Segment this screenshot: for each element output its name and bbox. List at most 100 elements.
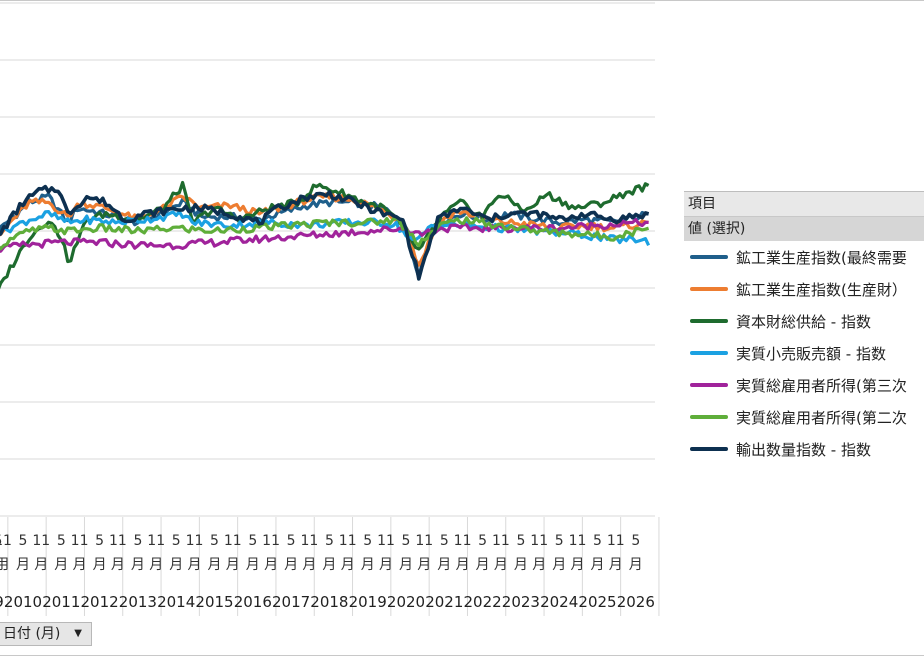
month-tick-label: 11	[607, 533, 625, 549]
month-tick-label: 5	[210, 533, 219, 549]
month-tick-label: 月	[609, 557, 623, 573]
month-tick-label: 5	[248, 533, 257, 549]
month-tick-label: 月	[284, 557, 298, 573]
date-field-button[interactable]: 日付 (月) ▼	[0, 622, 92, 646]
month-tick-label: 月	[169, 557, 183, 573]
month-tick-label: 11	[262, 533, 280, 549]
month-tick-label: 月	[591, 557, 605, 573]
month-tick-label: 月	[111, 557, 125, 573]
month-tick-label: 11	[569, 533, 587, 549]
month-tick-label: 5	[555, 533, 564, 549]
month-tick-label: 月	[417, 557, 431, 573]
month-tick-label: 5	[516, 533, 525, 549]
legend-label: 実質総雇用者所得(第二次	[736, 408, 907, 427]
month-tick-label: 月	[208, 557, 222, 573]
frame-top	[0, 0, 924, 1]
legend-item[interactable]: 実質小売販売額 - 指数	[684, 337, 924, 369]
legend-label: 資本財総供給 - 指数	[736, 312, 871, 331]
x-axis: 5月200911月5月201011月5月201111月5月201211月5月20…	[0, 517, 660, 616]
legend-header[interactable]: 項目	[684, 191, 924, 217]
year-tick-label: 2021	[425, 593, 463, 611]
month-tick-label: 11	[109, 533, 127, 549]
legend-item[interactable]: 鉱工業生産指数(生産財）	[684, 273, 924, 305]
month-tick-label: 5	[440, 533, 449, 549]
month-tick-label: 月	[629, 557, 643, 573]
legend-subheader[interactable]: 値 (選択)	[684, 217, 924, 241]
month-tick-label: 月	[379, 557, 393, 573]
month-tick-label: 5	[402, 533, 411, 549]
month-tick-label: 11	[415, 533, 433, 549]
year-tick-label: 2011	[42, 593, 80, 611]
month-tick-label: 5	[57, 533, 66, 549]
month-tick-label: 月	[476, 557, 490, 573]
year-tick-label: 2009	[0, 593, 4, 611]
legend-swatch	[690, 319, 728, 323]
month-tick-label: 月	[93, 557, 107, 573]
year-tick-label: 2016	[234, 593, 272, 611]
year-tick-label: 2026	[617, 593, 655, 611]
month-tick-label: 11	[71, 533, 89, 549]
month-tick-label: 11	[530, 533, 548, 549]
dropdown-arrow-icon: ▼	[74, 628, 82, 639]
legend-label: 鉱工業生産指数(最終需要	[736, 248, 907, 267]
year-tick-label: 2022	[464, 593, 502, 611]
year-tick-label: 2012	[81, 593, 119, 611]
month-tick-label: 5	[363, 533, 372, 549]
series-line	[0, 218, 649, 253]
year-tick-label: 2023	[502, 593, 540, 611]
legend-swatch	[690, 447, 728, 451]
month-tick-label: 5	[0, 533, 2, 549]
legend-label: 実質総雇用者所得(第三次	[736, 376, 907, 395]
month-tick-label: 月	[226, 557, 240, 573]
legend-swatch	[690, 415, 728, 419]
month-tick-label: 11	[339, 533, 357, 549]
month-tick-label: 月	[246, 557, 260, 573]
month-tick-label: 月	[456, 557, 470, 573]
month-tick-label: 11	[454, 533, 472, 549]
legend-swatch	[690, 383, 728, 387]
month-tick-label: 月	[73, 557, 87, 573]
month-tick-label: 5	[478, 533, 487, 549]
year-tick-label: 2010	[4, 593, 42, 611]
month-tick-label: 月	[302, 557, 316, 573]
legend-item[interactable]: 鉱工業生産指数(最終需要	[684, 241, 924, 273]
month-tick-label: 5	[133, 533, 142, 549]
legend-swatch	[690, 255, 728, 259]
year-tick-label: 2017	[272, 593, 310, 611]
month-tick-label: 月	[361, 557, 375, 573]
month-tick-label: 11	[32, 533, 50, 549]
month-tick-label: 11	[300, 533, 318, 549]
month-tick-label: 月	[34, 557, 48, 573]
month-tick-label: 5	[172, 533, 181, 549]
legend: 項目 値 (選択) 鉱工業生産指数(最終需要 鉱工業生産指数(生産財） 資本財総供給…	[684, 191, 924, 465]
month-tick-label: 月	[532, 557, 546, 573]
legend-item[interactable]: 資本財総供給 - 指数	[684, 305, 924, 337]
year-tick-label: 2019	[349, 593, 387, 611]
month-tick-label: 月	[131, 557, 145, 573]
legend-item[interactable]: 輸出数量指数 - 指数	[684, 433, 924, 465]
month-tick-label: 月	[149, 557, 163, 573]
month-tick-label: 11	[0, 533, 12, 549]
frame-bottom	[0, 655, 924, 656]
month-tick-label: 5	[19, 533, 28, 549]
month-tick-label: 11	[186, 533, 204, 549]
month-tick-label: 月	[54, 557, 68, 573]
legend-item[interactable]: 実質総雇用者所得(第二次	[684, 401, 924, 433]
year-tick-label: 2025	[578, 593, 616, 611]
month-tick-label: 月	[188, 557, 202, 573]
legend-item[interactable]: 実質総雇用者所得(第三次	[684, 369, 924, 401]
month-tick-label: 月	[0, 557, 5, 573]
month-tick-label: 月	[16, 557, 30, 573]
legend-label: 鉱工業生産指数(生産財）	[736, 280, 907, 299]
month-tick-label: 月	[264, 557, 278, 573]
year-tick-label: 2014	[157, 593, 195, 611]
legend-swatch	[690, 287, 728, 291]
series-line	[0, 216, 650, 251]
month-tick-label: 5	[631, 533, 640, 549]
month-tick-label: 月	[322, 557, 336, 573]
legend-label: 実質小売販売額 - 指数	[736, 344, 886, 363]
month-tick-label: 5	[325, 533, 334, 549]
month-tick-label: 月	[437, 557, 451, 573]
month-tick-label: 月	[494, 557, 508, 573]
